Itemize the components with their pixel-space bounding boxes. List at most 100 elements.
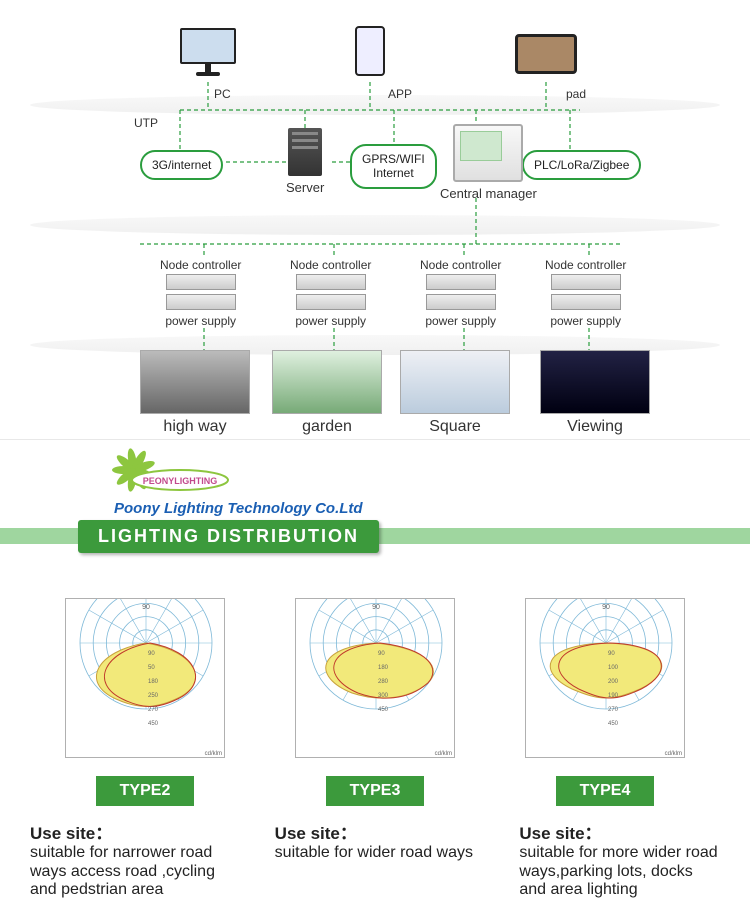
svg-text:cd/klm: cd/klm (205, 751, 222, 757)
power-supply-icon (296, 294, 366, 310)
use-site-heading: Use site： (519, 824, 601, 843)
central-manager-label: Central manager (440, 186, 537, 201)
tablet-icon (515, 34, 577, 74)
power-supply-label: power supply (290, 314, 371, 328)
power-supply-label: power supply (420, 314, 501, 328)
power-supply-icon (426, 294, 496, 310)
pc-device (180, 28, 236, 64)
svg-text:90: 90 (608, 651, 615, 657)
section-title: LIGHTING DISTRIBUTION (78, 520, 379, 553)
company-name: Poony Lighting Technology Co.Ltd (114, 500, 750, 517)
app-device (355, 26, 385, 76)
distribution-type3: 90 180 280 300 450 cd/klm 90 TYPE3 (275, 598, 475, 806)
svg-text:450: 450 (148, 721, 159, 727)
svg-text:270: 270 (148, 707, 159, 713)
scene-image-garden (272, 350, 382, 414)
network-architecture-diagram: PC APP pad UTP 3G/internet GPRS/WIFIInte… (0, 0, 750, 440)
polar-chart: 90 100 200 190 270 450 cd/klm 90 (526, 599, 686, 759)
svg-text:180: 180 (378, 665, 389, 671)
node-controller-icon (296, 274, 366, 290)
node-controller-label: Node controller (290, 258, 371, 272)
node-controller-1: Node controller power supply (160, 258, 241, 328)
section-title-bar: LIGHTING DISTRIBUTION (0, 520, 750, 554)
cloud-gprs: GPRS/WIFIInternet (350, 144, 437, 189)
polar-chart: 90 180 280 300 450 cd/klm 90 (296, 599, 456, 759)
scene-label: Square (400, 418, 510, 436)
scene-highway: high way (140, 350, 250, 436)
node-controller-icon (166, 274, 236, 290)
distribution-type4: 90100200190270450cd/klm90TYPE4 (505, 598, 705, 806)
cloud-gprs-label: GPRS/WIFIInternet (350, 144, 437, 189)
scene-image-highway (140, 350, 250, 414)
svg-text:300: 300 (378, 693, 389, 699)
cloud-internet-label: 3G/internet (140, 150, 223, 180)
distribution-row: 90 50 180 250 270 450 cd/klm 90 TYPE2 90 180 280 300… (0, 554, 750, 810)
use-site-desc-2: Use site：suitable for wider road ways (275, 824, 476, 900)
svg-text:200: 200 (608, 679, 619, 685)
svg-text:90: 90 (602, 604, 610, 611)
svg-text:450: 450 (378, 707, 389, 713)
use-site-heading: Use site： (275, 824, 357, 843)
node-controller-label: Node controller (420, 258, 501, 272)
scene-label: Viewing (540, 418, 650, 436)
node-controller-2: Node controller power supply (290, 258, 371, 328)
polar-plot: 90 100 200 190 270 450 cd/klm 90 (525, 598, 685, 758)
utp-label: UTP (134, 116, 158, 130)
power-supply-icon (551, 294, 621, 310)
polar-chart: 9050180250270450cd/klm90 (66, 599, 226, 759)
scene-image-viewing (540, 350, 650, 414)
svg-text:90: 90 (378, 651, 385, 657)
node-controller-3: Node controller power supply (420, 258, 501, 328)
scene-viewing: Viewing (540, 350, 650, 436)
svg-text:190: 190 (608, 693, 619, 699)
type-tag: TYPE3 (326, 776, 425, 806)
app-label: APP (388, 87, 412, 101)
use-site-body: suitable for wider road ways (275, 844, 473, 861)
central-manager-device: Central manager (440, 124, 537, 201)
use-site-heading: Use site： (30, 824, 112, 843)
power-supply-icon (166, 294, 236, 310)
server-icon (288, 128, 322, 176)
pc-label: PC (214, 87, 231, 101)
monitor-icon (180, 28, 236, 64)
cloud-internet: 3G/internet (140, 150, 223, 180)
server-device: Server (286, 128, 324, 195)
svg-text:90: 90 (372, 604, 380, 611)
layer-platter-1 (30, 95, 720, 115)
svg-text:270: 270 (608, 707, 619, 713)
node-controller-4: Node controllerpower supply (545, 258, 626, 328)
use-site-desc-1: Use site：suitable for narrower road ways… (30, 824, 231, 900)
svg-text:100: 100 (608, 665, 619, 671)
scene-label: high way (140, 418, 250, 436)
svg-text:280: 280 (378, 679, 389, 685)
node-controller-icon (551, 274, 621, 290)
phone-icon (355, 26, 385, 76)
server-label: Server (286, 180, 324, 195)
scene-garden: garden (272, 350, 382, 436)
svg-text:50: 50 (148, 665, 155, 671)
scene-square: Square (400, 350, 510, 436)
svg-text:90: 90 (142, 604, 150, 611)
distribution-type2: 9050180250270450cd/klm90TYPE2 (45, 598, 245, 806)
scene-image-square (400, 350, 510, 414)
use-site-body: suitable for narrower road ways access r… (30, 844, 215, 898)
use-site-body: suitable for more wider road ways,parkin… (519, 844, 717, 898)
svg-text:cd/klm: cd/klm (435, 751, 452, 757)
scene-label: garden (272, 418, 382, 436)
company-logo-band: PEONYLIGHTING Poony Lighting Technology … (0, 440, 750, 520)
power-supply-label: power supply (545, 314, 626, 328)
power-supply-label: power supply (160, 314, 241, 328)
node-controller-label: Node controller (160, 258, 241, 272)
polar-plot: 9050180250270450cd/klm90 (65, 598, 225, 758)
cloud-plc-label: PLC/LoRa/Zigbee (522, 150, 641, 180)
svg-text:250: 250 (148, 693, 159, 699)
svg-text:cd/klm: cd/klm (665, 751, 682, 757)
cloud-plc: PLC/LoRa/Zigbee (522, 150, 641, 180)
node-controller-icon (426, 274, 496, 290)
svg-text:PEONYLIGHTING: PEONYLIGHTING (143, 476, 218, 486)
pad-label: pad (566, 87, 586, 101)
peony-logo-icon: PEONYLIGHTING (110, 446, 240, 500)
type-tag: TYPE2 (96, 776, 195, 806)
polar-plot: 90 180 280 300 450 cd/klm 90 (295, 598, 455, 758)
svg-text:450: 450 (608, 721, 619, 727)
